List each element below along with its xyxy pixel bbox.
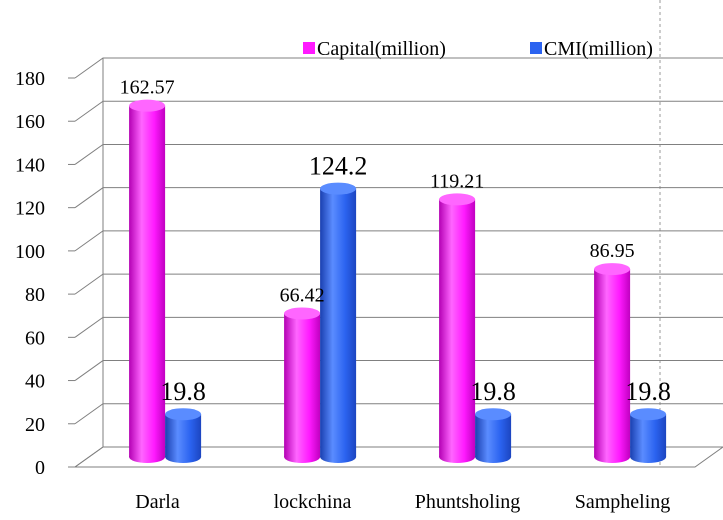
- legend-item: Capital(million): [303, 38, 446, 60]
- y-tick-label: 40: [25, 371, 45, 393]
- x-category-label: Sampheling: [575, 491, 671, 513]
- gridline: [74, 403, 723, 425]
- gridline: [74, 143, 723, 165]
- bar-base: [165, 451, 202, 463]
- legend: Capital(million) CMI(million): [303, 38, 653, 60]
- floor: [73, 446, 723, 468]
- y-tick-label: 180: [15, 68, 45, 90]
- bar-base: [594, 451, 631, 463]
- bar-top: [165, 408, 202, 421]
- bar-body: [594, 269, 631, 457]
- bar-body: [129, 105, 166, 458]
- bar-lockchina-capital: [284, 307, 321, 463]
- bar-top: [129, 99, 166, 112]
- bar-Phuntsholing-capital: [439, 193, 476, 463]
- bar-base: [320, 451, 357, 463]
- data-label: 19.8: [625, 377, 671, 406]
- bar-top: [439, 193, 476, 206]
- gridline: [74, 187, 723, 209]
- bar-body: [284, 313, 321, 457]
- bars: [129, 99, 667, 463]
- gridline: [74, 273, 723, 295]
- bar-base: [439, 451, 476, 463]
- y-axis-ticks: 0 20 40 60 80 100 120 140 160 180: [15, 68, 75, 479]
- bar-lockchina-cmi: [320, 182, 357, 463]
- gridline: [74, 360, 723, 381]
- y-tick-label: 80: [25, 284, 45, 306]
- gridline: [74, 230, 723, 252]
- y-tick-label: 100: [15, 241, 45, 263]
- bar-body: [165, 414, 202, 457]
- bar-Darla-capital: [129, 99, 166, 463]
- bar-base: [129, 451, 166, 463]
- bar-top: [475, 408, 512, 421]
- legend-item: CMI(million): [530, 38, 653, 60]
- data-label: 19.8: [470, 377, 516, 406]
- y-tick-label: 120: [15, 198, 45, 220]
- gridline: [74, 57, 723, 79]
- legend-label: Capital(million): [317, 38, 446, 60]
- y-tick-label: 60: [25, 327, 45, 349]
- data-label: 86.95: [590, 240, 635, 262]
- data-label: 19.8: [160, 377, 206, 406]
- y-tick-label: 20: [25, 414, 45, 436]
- data-labels: 162.57 19.8 66.42 124.2 119.21 19.8 86.95 19.8: [120, 77, 671, 407]
- y-tick-label: 140: [15, 154, 45, 176]
- data-label: 119.21: [430, 170, 484, 192]
- data-label: 124.2: [309, 152, 368, 181]
- legend-swatch: [303, 42, 315, 54]
- bar-base: [475, 451, 512, 463]
- bar-Phuntsholing-cmi: [475, 408, 512, 463]
- gridline: [74, 316, 723, 338]
- y-tick-label: 160: [15, 111, 45, 133]
- legend-swatch: [530, 42, 542, 54]
- legend-label: CMI(million): [544, 38, 653, 60]
- y-tick-label: 0: [35, 457, 45, 479]
- bar-top: [630, 408, 667, 421]
- gridline: [74, 100, 723, 122]
- bar-base: [284, 451, 321, 463]
- data-label: 66.42: [280, 284, 325, 306]
- x-axis-categories: Darla lockchina Phuntsholing Sampheling: [135, 491, 670, 513]
- bar-Darla-cmi: [165, 408, 202, 463]
- x-category-label: lockchina: [274, 491, 352, 513]
- bar-body: [630, 414, 667, 457]
- bar-top: [320, 182, 357, 195]
- side-wall-edge: [74, 58, 104, 468]
- bar-top: [284, 307, 321, 320]
- x-category-label: Phuntsholing: [415, 491, 521, 513]
- bar-Sampheling-capital: [594, 263, 631, 463]
- data-label: 162.57: [120, 77, 175, 99]
- bar-base: [630, 451, 667, 463]
- bar-body: [439, 199, 476, 457]
- bar-top: [594, 263, 631, 276]
- gridlines: [74, 57, 723, 425]
- bar-body: [475, 414, 512, 457]
- x-category-label: Darla: [135, 491, 180, 513]
- bar-body: [320, 188, 357, 457]
- bar-Sampheling-cmi: [630, 408, 667, 463]
